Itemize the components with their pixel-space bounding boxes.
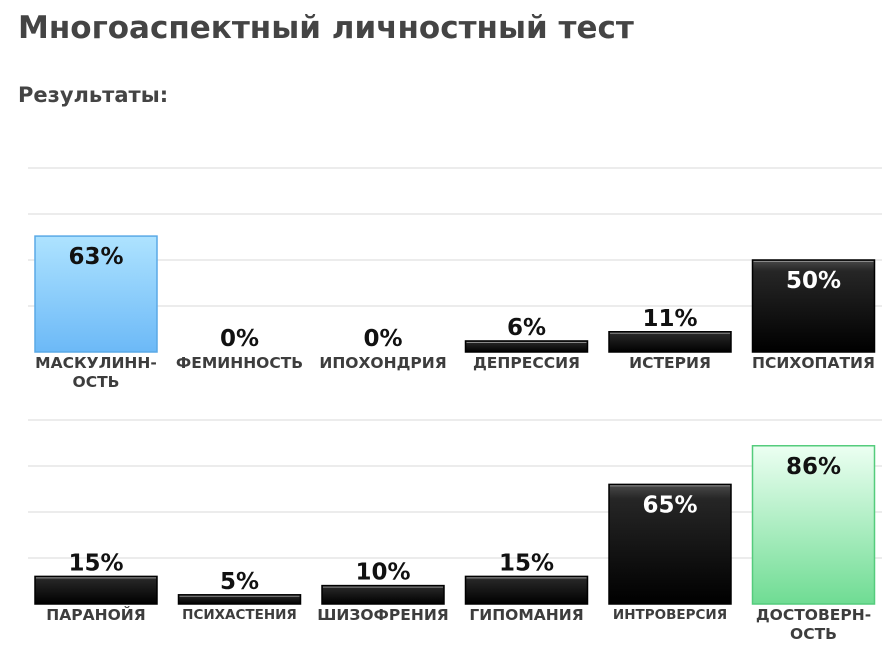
- value-label: 86%: [786, 454, 841, 480]
- value-label: 63%: [68, 244, 123, 270]
- bar: [177, 594, 302, 605]
- category-label: ДОСТОВЕРН- ОСТЬ: [755, 606, 872, 643]
- category-label: ГИПОМАНИЯ: [469, 606, 584, 624]
- value-label: 15%: [499, 550, 554, 576]
- category-label: ИСТЕРИЯ: [629, 354, 711, 372]
- results-heading: Результаты:: [18, 83, 169, 107]
- bar: [608, 331, 732, 353]
- value-label: 11%: [642, 306, 697, 332]
- category-label: ПСИХОПАТИЯ: [752, 354, 875, 372]
- value-label: 50%: [786, 268, 841, 294]
- category-label: ФЕМИННОСТЬ: [175, 354, 304, 372]
- category-label: ИПОХОНДРИЯ: [319, 354, 447, 372]
- bar: [608, 483, 732, 605]
- bar: [464, 340, 589, 353]
- value-label: 15%: [68, 550, 123, 576]
- value-label: 0%: [363, 326, 402, 352]
- value-label: 5%: [220, 569, 259, 595]
- category-label: ШИЗОФРЕНИЯ: [317, 606, 449, 624]
- bar: [34, 575, 158, 605]
- value-label: 6%: [507, 315, 546, 341]
- value-label: 0%: [220, 326, 259, 352]
- value-label: 10%: [355, 560, 410, 586]
- category-label: ПСИХАСТЕНИЯ: [182, 607, 297, 623]
- category-label: ПАРАНОЙЯ: [46, 606, 146, 624]
- bar: [751, 445, 876, 605]
- category-label: ДЕПРЕССИЯ: [473, 354, 580, 372]
- category-label: МАСКУЛИНН- ОСТЬ: [35, 354, 157, 391]
- bar: [34, 235, 158, 353]
- value-label: 65%: [642, 492, 697, 518]
- page-title: Многоаспектный личностный тест: [18, 10, 634, 46]
- bar: [751, 259, 876, 353]
- bar: [321, 584, 445, 605]
- bar: [464, 575, 589, 605]
- category-label: ИНТРОВЕРСИЯ: [612, 607, 728, 623]
